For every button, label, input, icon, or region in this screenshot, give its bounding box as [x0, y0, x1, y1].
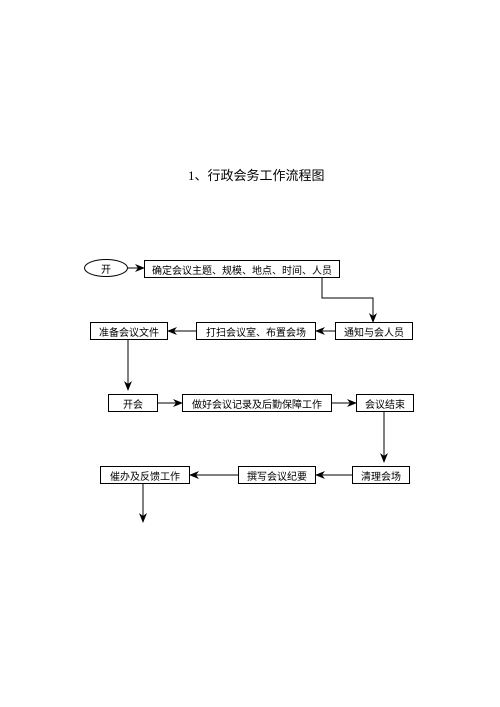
- flowchart-node-n7: 会议结束: [356, 394, 414, 412]
- flowchart-node-n4: 准备会议文件: [90, 322, 168, 340]
- flowchart-node-n3: 打扫会议室、布置会场: [196, 322, 316, 340]
- flowchart-node-n5: 开会: [108, 394, 158, 412]
- flowchart-node-n10: 催办及反馈工作: [100, 466, 190, 484]
- flowchart-node-n8: 清理会场: [352, 466, 410, 484]
- flowchart-node-n1: 确定会议主题、规模、地点、时间、人员: [144, 260, 340, 278]
- edge-1: [322, 278, 373, 322]
- flowchart-node-n9: 撰写会议纪要: [238, 466, 316, 484]
- flowchart-node-n2: 通知与会人员: [335, 322, 413, 340]
- flowchart-node-n6: 做好会议记录及后勤保障工作: [182, 394, 332, 412]
- flowchart-node-n0: 开: [84, 259, 128, 277]
- page-title: 1、行政会务工作流程图: [188, 165, 325, 184]
- flowchart-edges: [0, 0, 500, 707]
